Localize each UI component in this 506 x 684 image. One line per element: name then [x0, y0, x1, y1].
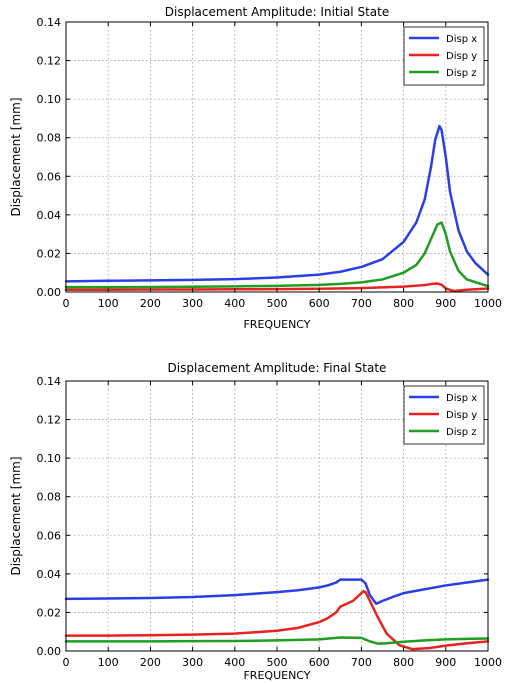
- x-tick-label: 900: [435, 297, 456, 310]
- y-tick-label: 0.14: [37, 375, 62, 388]
- y-axis-ticks: 0.00 0.02 0.04 0.06 0.08 0.10 0.12 0.14: [37, 16, 488, 299]
- y-axis-label: Displacement [mm]: [9, 97, 23, 216]
- y-tick-label: 0.12: [37, 414, 62, 427]
- series-line-disp-x: [64, 124, 490, 283]
- series-line-disp-y: [64, 589, 490, 651]
- series-line-disp-z: [64, 636, 490, 645]
- legend: Disp x Disp y Disp z: [403, 385, 485, 445]
- legend-label: Disp x: [446, 393, 477, 404]
- y-tick-label: 0.10: [37, 93, 62, 106]
- y-axis-label: Displacement [mm]: [9, 456, 23, 575]
- x-tick-label: 600: [309, 297, 330, 310]
- series-line-disp-y: [64, 282, 490, 293]
- y-tick-label: 0.04: [37, 568, 62, 581]
- x-tick-label: 0: [63, 297, 70, 310]
- x-tick-label: 700: [351, 656, 372, 669]
- chart-panel-2: 0 100 200 300 400 500 600 700 800 900 1000 0.00 0.02…: [9, 361, 502, 682]
- legend-label: Disp z: [446, 68, 476, 79]
- x-tick-label: 600: [309, 656, 330, 669]
- y-tick-label: 0.10: [37, 452, 62, 465]
- x-tick-label: 400: [224, 297, 245, 310]
- legend-label: Disp z: [446, 427, 476, 438]
- x-axis-ticks: 0 100 200 300 400 500 600 700 800 900 1000: [63, 22, 502, 310]
- y-tick-label: 0.04: [37, 209, 62, 222]
- x-axis-label: FREQUENCY: [243, 318, 310, 331]
- y-tick-label: 0.00: [37, 286, 62, 299]
- y-tick-label: 0.06: [37, 170, 62, 183]
- x-tick-label: 1000: [474, 297, 502, 310]
- y-tick-label: 0.02: [37, 247, 62, 260]
- x-tick-label: 500: [267, 297, 288, 310]
- x-tick-label: 700: [351, 297, 372, 310]
- x-tick-label: 300: [182, 297, 203, 310]
- series-line-disp-z: [64, 221, 490, 289]
- y-tick-label: 0.14: [37, 16, 62, 29]
- series-line-disp-x: [64, 578, 490, 605]
- x-tick-label: 200: [140, 656, 161, 669]
- legend-label: Disp y: [446, 51, 477, 62]
- x-tick-label: 800: [393, 297, 414, 310]
- series-group: [64, 578, 490, 651]
- y-tick-label: 0.06: [37, 529, 62, 542]
- x-tick-label: 400: [224, 656, 245, 669]
- y-tick-label: 0.12: [37, 55, 62, 68]
- chart-title: Displacement Amplitude: Final State: [168, 361, 387, 375]
- chart-title: Displacement Amplitude: Initial State: [165, 5, 389, 19]
- x-tick-label: 0: [63, 656, 70, 669]
- x-tick-label: 1000: [474, 656, 502, 669]
- legend: Disp x Disp y Disp z: [403, 26, 485, 86]
- x-tick-label: 200: [140, 297, 161, 310]
- x-tick-label: 900: [435, 656, 456, 669]
- chart-panel-1: 0 100 200 300 400 500 600 700 800 900 1000 0.00 0.02…: [9, 5, 502, 331]
- y-tick-label: 0.08: [37, 132, 62, 145]
- legend-label: Disp y: [446, 410, 477, 421]
- y-tick-label: 0.08: [37, 491, 62, 504]
- x-tick-label: 500: [267, 656, 288, 669]
- x-tick-label: 100: [98, 656, 119, 669]
- x-tick-label: 100: [98, 297, 119, 310]
- x-axis-ticks: 0 100 200 300 400 500 600 700 800 900 1000: [63, 381, 502, 669]
- x-tick-label: 800: [393, 656, 414, 669]
- x-tick-label: 300: [182, 656, 203, 669]
- series-group: [64, 124, 490, 293]
- y-tick-label: 0.02: [37, 606, 62, 619]
- legend-label: Disp x: [446, 34, 477, 45]
- y-axis-ticks: 0.00 0.02 0.04 0.06 0.08 0.10 0.12 0.14: [37, 375, 488, 658]
- x-axis-label: FREQUENCY: [243, 669, 310, 682]
- y-tick-label: 0.00: [37, 645, 62, 658]
